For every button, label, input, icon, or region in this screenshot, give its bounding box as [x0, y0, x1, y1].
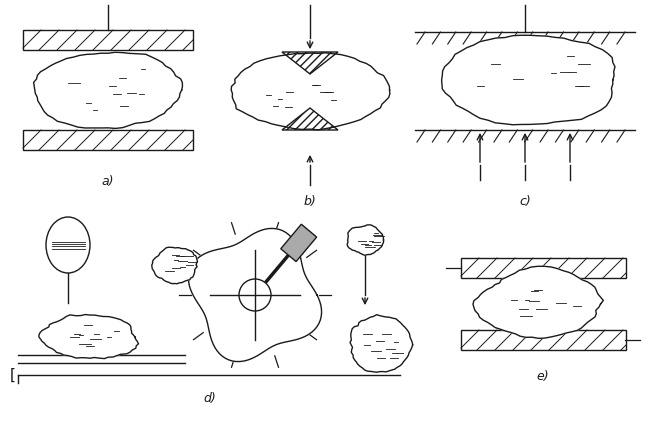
Text: a): a) — [102, 175, 114, 188]
Polygon shape — [152, 247, 197, 284]
Text: c): c) — [519, 195, 531, 208]
Bar — [461, 330, 626, 350]
Polygon shape — [39, 314, 138, 359]
Text: e): e) — [537, 370, 549, 383]
Bar — [23, 130, 193, 150]
Polygon shape — [347, 225, 384, 255]
Polygon shape — [350, 315, 413, 372]
Polygon shape — [282, 108, 338, 130]
Polygon shape — [473, 266, 604, 338]
Text: [: [ — [10, 368, 16, 383]
Circle shape — [239, 279, 271, 311]
Text: d): d) — [203, 392, 216, 405]
Polygon shape — [231, 53, 390, 130]
Polygon shape — [441, 35, 615, 125]
Bar — [461, 258, 626, 278]
Ellipse shape — [46, 217, 90, 273]
Polygon shape — [282, 52, 338, 74]
Polygon shape — [33, 52, 182, 128]
Polygon shape — [281, 224, 317, 261]
Text: b): b) — [304, 195, 316, 208]
Polygon shape — [188, 229, 321, 362]
Bar — [23, 30, 193, 50]
